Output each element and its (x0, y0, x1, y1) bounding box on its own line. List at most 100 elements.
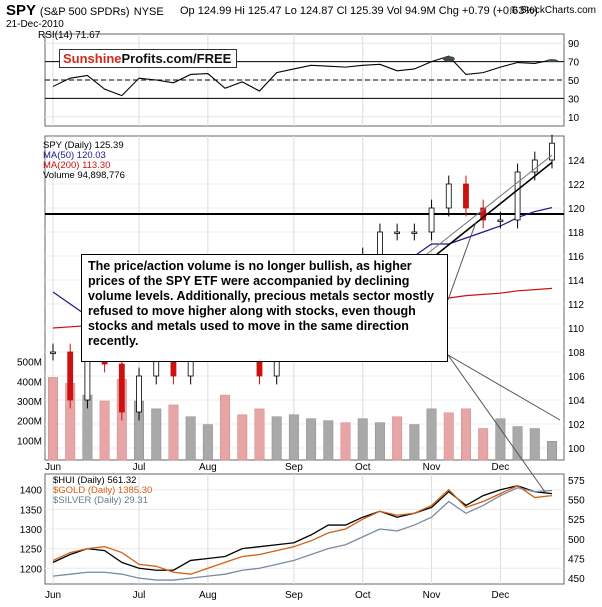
rsi-legend: RSI(14) 71.67 (38, 31, 100, 41)
volume-bar (185, 416, 196, 461)
x-tick-label-bottom-jul: Jul (133, 590, 146, 601)
rsi-legend-label: RSI(14) 71.67 (38, 30, 101, 41)
volume-bar (288, 414, 299, 461)
volume-y-tick-200M: 200M (17, 417, 42, 428)
price-candle-body (463, 183, 469, 209)
volume-bar (460, 408, 471, 461)
x-tick-label-bottom-sep: Sep (285, 590, 303, 601)
rsi-overbought-fill (546, 59, 558, 63)
source-credit: © StockCharts.com (509, 5, 596, 16)
volume-y-tick-300M: 300M (17, 397, 42, 408)
price-y-tick-100: 100 (568, 444, 585, 455)
metals-right-tick-525: 525 (568, 515, 585, 526)
volume-bar (392, 416, 403, 461)
volume-bar (426, 408, 437, 461)
volume-bar (168, 404, 179, 461)
ticker-symbol: SPY (6, 2, 36, 19)
brand-part1: Sunshine (63, 51, 122, 66)
price-candle-body (118, 363, 125, 413)
x-tick-label-jul: Jul (133, 462, 146, 473)
volume-bar (254, 408, 265, 461)
volume-bar (547, 441, 557, 461)
rsi-y-tick-70: 70 (568, 58, 580, 69)
x-tick-label-aug: Aug (199, 462, 217, 473)
metals-right-tick-450: 450 (568, 574, 585, 585)
price-y-tick-106: 106 (568, 372, 585, 383)
legend-ma50: MA(50) 120.03 (43, 150, 106, 161)
volume-bar (202, 424, 213, 461)
volume-bar (237, 414, 248, 461)
quote-line: Op 124.99 Hi 125.47 Lo 124.87 Cl 125.39 … (180, 5, 538, 17)
x-tick-label-bottom-oct: Oct (355, 590, 371, 601)
x-tick-label-bottom-jun: Jun (45, 590, 61, 601)
rsi-overbought-fill (442, 56, 455, 62)
gold-line (52, 485, 553, 575)
volume-bar (220, 394, 231, 461)
price-candle-body (394, 231, 401, 234)
callout-pointer-price (447, 221, 477, 301)
volume-bar (512, 426, 523, 461)
legend-gold: $GOLD (Daily) 1385.30 (53, 485, 153, 496)
rsi-y-tick-90: 90 (568, 39, 580, 50)
x-tick-label-dec: Dec (491, 462, 509, 473)
callout-pointer-volume (447, 354, 561, 421)
ticker-name: (S&P 500 SPDRs) (39, 6, 130, 18)
volume-bar (478, 428, 489, 461)
volume-bar (374, 422, 385, 461)
volume-bar (340, 422, 351, 461)
volume-y-tick-100M: 100M (17, 436, 42, 447)
x-tick-label-oct: Oct (355, 462, 371, 473)
price-y-tick-104: 104 (568, 396, 585, 407)
chart-date: 21-Dec-2010 (6, 19, 64, 30)
price-candle-body (531, 159, 538, 173)
price-y-tick-110: 110 (568, 324, 584, 335)
price-candle-body (50, 351, 56, 354)
price-y-tick-108: 108 (568, 348, 585, 359)
volume-bar (323, 420, 334, 461)
price-candle-body (136, 375, 142, 413)
price-y-tick-124: 124 (568, 156, 585, 167)
x-tick-label-nov: Nov (423, 462, 441, 473)
price-candle-body (377, 231, 383, 257)
price-candle-body (445, 183, 452, 209)
metals-legend: $HUI (Daily) 561.32 $GOLD (Daily) 1385.3… (53, 476, 152, 506)
metals-left-tick-1250: 1250 (20, 545, 43, 556)
legend-silver: $SILVER (Daily) 29.31 (53, 495, 148, 506)
price-y-tick-122: 122 (568, 180, 585, 191)
metals-left-tick-1300: 1300 (20, 525, 43, 536)
price-candle-body (514, 171, 521, 221)
metals-left-tick-1200: 1200 (20, 564, 43, 575)
exchange-label: NYSE (133, 6, 164, 18)
price-candle-body (497, 219, 504, 222)
legend-hui: $HUI (Daily) 561.32 (53, 475, 137, 486)
price-candle-body (411, 231, 418, 234)
price-candle-body (67, 351, 74, 401)
metals-right-tick-550: 550 (568, 496, 585, 507)
brand-logo[interactable]: SunshineProfits.com/FREE (59, 49, 237, 68)
hui-line (52, 485, 553, 571)
legend-ma200: MA(200) 113.30 (43, 160, 111, 171)
volume-y-tick-400M: 400M (17, 377, 42, 388)
volume-bar (443, 412, 454, 461)
rsi-y-tick-30: 30 (568, 94, 580, 105)
price-y-tick-120: 120 (568, 204, 585, 215)
rsi-y-tick-10: 10 (568, 113, 580, 124)
silver-line (52, 487, 553, 581)
volume-bar (151, 408, 162, 461)
price-y-tick-116: 116 (568, 252, 584, 263)
annotation-box: The price/action volume is no longer bul… (81, 254, 448, 362)
volume-bar (495, 418, 506, 461)
brand-part2: Profits.com/FREE (121, 51, 232, 66)
metals-left-tick-1400: 1400 (20, 486, 43, 497)
volume-bar (99, 400, 110, 461)
callout-pointer-metals (447, 354, 546, 493)
price-y-tick-118: 118 (568, 228, 584, 239)
x-tick-label-bottom-dec: Dec (491, 590, 509, 601)
price-legend: SPY (Daily) 125.39 MA(50) 120.03 MA(200)… (43, 141, 125, 181)
x-tick-label-jun: Jun (45, 462, 61, 473)
x-tick-label-bottom-aug: Aug (199, 590, 217, 601)
metals-right-tick-475: 475 (568, 554, 585, 565)
price-candle-body (549, 142, 555, 161)
